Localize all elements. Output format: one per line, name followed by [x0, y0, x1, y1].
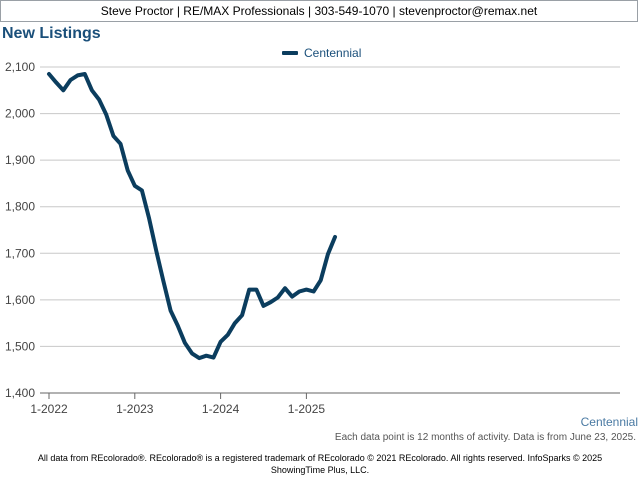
chart-legend[interactable]: Centennial [282, 46, 361, 60]
data-footnote: Each data point is 12 months of activity… [334, 432, 636, 443]
x-tick-label: 1-2023 [116, 402, 154, 416]
legend-label: Centennial [304, 46, 362, 60]
x-tick-label: 1-2024 [202, 402, 240, 416]
series-line-centennial [47, 72, 337, 361]
y-tick-label: 2,100 [5, 60, 35, 74]
y-tick-label: 1,900 [5, 153, 35, 167]
y-tick-label: 1,400 [5, 386, 35, 400]
y-tick-label: 1,800 [5, 200, 35, 214]
legend-swatch [282, 51, 298, 55]
y-tick-label: 1,500 [5, 339, 35, 353]
y-tick-label: 2,000 [5, 107, 35, 121]
x-tick-label: 1-2022 [30, 402, 68, 416]
copyright-footer: All data from REcolorado®. REcolorado® i… [20, 452, 620, 476]
y-tick-label: 1,700 [5, 246, 35, 260]
x-tick-label: 1-2025 [288, 402, 326, 416]
footer-line-2: ShowingTime Plus, LLC. [270, 465, 370, 475]
chart-title: New Listings [2, 25, 101, 42]
agent-header: Steve Proctor | RE/MAX Professionals | 3… [0, 0, 638, 22]
y-tick-label: 1,600 [5, 293, 35, 307]
agent-header-text: Steve Proctor | RE/MAX Professionals | 3… [100, 4, 538, 18]
footer-line-1: All data from REcolorado®. REcolorado® i… [37, 453, 603, 463]
x-axis-label: Centennial [580, 415, 638, 429]
